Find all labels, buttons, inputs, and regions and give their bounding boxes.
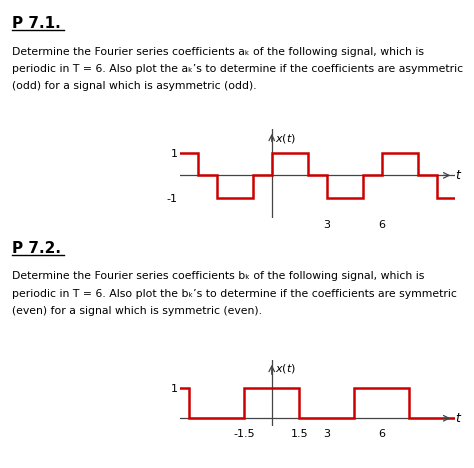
Text: periodic in T = 6. Also plot the aₖ’s to determine if the coefficients are asymm: periodic in T = 6. Also plot the aₖ’s to… bbox=[12, 64, 463, 74]
Text: $x(t)$: $x(t)$ bbox=[274, 362, 295, 375]
Text: Determine the Fourier series coefficients bₖ of the following signal, which is: Determine the Fourier series coefficient… bbox=[12, 271, 424, 281]
Text: $x(t)$: $x(t)$ bbox=[274, 132, 295, 145]
Text: $t$: $t$ bbox=[455, 169, 462, 182]
Text: (even) for a signal which is symmetric (even).: (even) for a signal which is symmetric (… bbox=[12, 306, 262, 316]
Text: periodic in T = 6. Also plot the bₖ’s to determine if the coefficients are symme: periodic in T = 6. Also plot the bₖ’s to… bbox=[12, 289, 457, 299]
Text: (odd) for a signal which is asymmetric (odd).: (odd) for a signal which is asymmetric (… bbox=[12, 81, 256, 91]
Text: Determine the Fourier series coefficients aₖ of the following signal, which is: Determine the Fourier series coefficient… bbox=[12, 47, 424, 57]
Text: P 7.1.: P 7.1. bbox=[12, 16, 61, 31]
Text: $t$: $t$ bbox=[455, 412, 462, 425]
Text: P 7.2.: P 7.2. bbox=[12, 241, 61, 256]
